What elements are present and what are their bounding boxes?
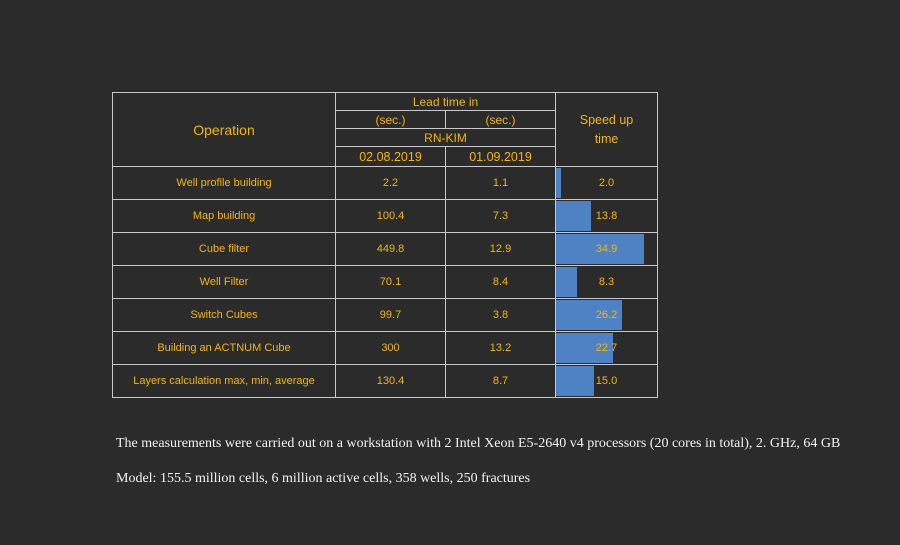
table-row: Switch Cubes 99.7 3.8 26.2 [112, 298, 658, 332]
time-cell-2: 8.7 [445, 364, 556, 398]
table-row: Map building 100.4 7.3 13.8 [112, 199, 658, 233]
time-cell-1: 449.8 [335, 232, 446, 266]
table-row: Well Filter 70.1 8.4 8.3 [112, 265, 658, 299]
operation-cell: Well profile building [112, 166, 336, 200]
table-row: Building an ACTNUM Cube 300 13.2 22.7 [112, 331, 658, 365]
time-cell-1: 300 [335, 331, 446, 365]
header-sec-1: (sec.) [335, 110, 446, 129]
speed-cell: 34.9 [555, 232, 658, 266]
speed-value: 26.2 [595, 309, 618, 321]
speed-cell: 8.3 [555, 265, 658, 299]
time-cell-2: 7.3 [445, 199, 556, 233]
time-cell-1: 70.1 [335, 265, 446, 299]
time-cell-1: 100.4 [335, 199, 446, 233]
header-date-2: 01.09.2019 [445, 146, 556, 167]
header-operation: Operation [112, 92, 336, 167]
speed-bar [556, 366, 594, 396]
header-speed-up-line2: time [594, 131, 619, 146]
time-cell-1: 99.7 [335, 298, 446, 332]
operation-cell: Building an ACTNUM Cube [112, 331, 336, 365]
speed-bar [556, 267, 577, 297]
note-workstation: The measurements were carried out on a w… [116, 436, 841, 451]
time-cell-1: 2.2 [335, 166, 446, 200]
speed-value: 34.9 [595, 243, 618, 255]
operation-cell: Map building [112, 199, 336, 233]
speed-bar [556, 168, 562, 198]
time-cell-2: 13.2 [445, 331, 556, 365]
operation-cell: Well Filter [112, 265, 336, 299]
table-body: Well profile building 2.2 1.1 2.0 Map buildi… [112, 166, 658, 398]
speed-cell: 13.8 [555, 199, 658, 233]
speed-bar [556, 300, 623, 330]
header-speed-up: Speed up time [555, 92, 658, 167]
time-cell-2: 8.4 [445, 265, 556, 299]
time-cell-2: 1.1 [445, 166, 556, 200]
speedup-table: Operation Lead time in Speed up time (se… [112, 92, 658, 398]
speed-cell: 2.0 [555, 166, 658, 200]
speed-value: 22.7 [595, 342, 618, 354]
speed-value: 8.3 [598, 276, 615, 288]
speed-cell: 26.2 [555, 298, 658, 332]
header-date-1: 02.08.2019 [335, 146, 446, 167]
time-cell-1: 130.4 [335, 364, 446, 398]
operation-cell: Layers calculation max, min, average [112, 364, 336, 398]
table-row: Well profile building 2.2 1.1 2.0 [112, 166, 658, 200]
header-sec-2: (sec.) [445, 110, 556, 129]
speed-value: 2.0 [598, 177, 615, 189]
header-lead-time: Lead time in [335, 92, 556, 111]
speed-bar [556, 333, 614, 363]
header-speed-up-line1: Speed up [579, 112, 634, 127]
speed-cell: 15.0 [555, 364, 658, 398]
speed-value: 15.0 [595, 375, 618, 387]
operation-cell: Switch Cubes [112, 298, 336, 332]
speed-cell: 22.7 [555, 331, 658, 365]
header-group: RN-KIM [335, 128, 556, 147]
operation-cell: Cube filter [112, 232, 336, 266]
speed-value: 13.8 [595, 210, 618, 222]
time-cell-2: 12.9 [445, 232, 556, 266]
table-row: Cube filter 449.8 12.9 34.9 [112, 232, 658, 266]
time-cell-2: 3.8 [445, 298, 556, 332]
table-row: Layers calculation max, min, average 130.… [112, 364, 658, 398]
note-model: Model: 155.5 million cells, 6 million ac… [116, 471, 531, 486]
speed-bar [556, 234, 645, 264]
speed-bar [556, 201, 591, 231]
